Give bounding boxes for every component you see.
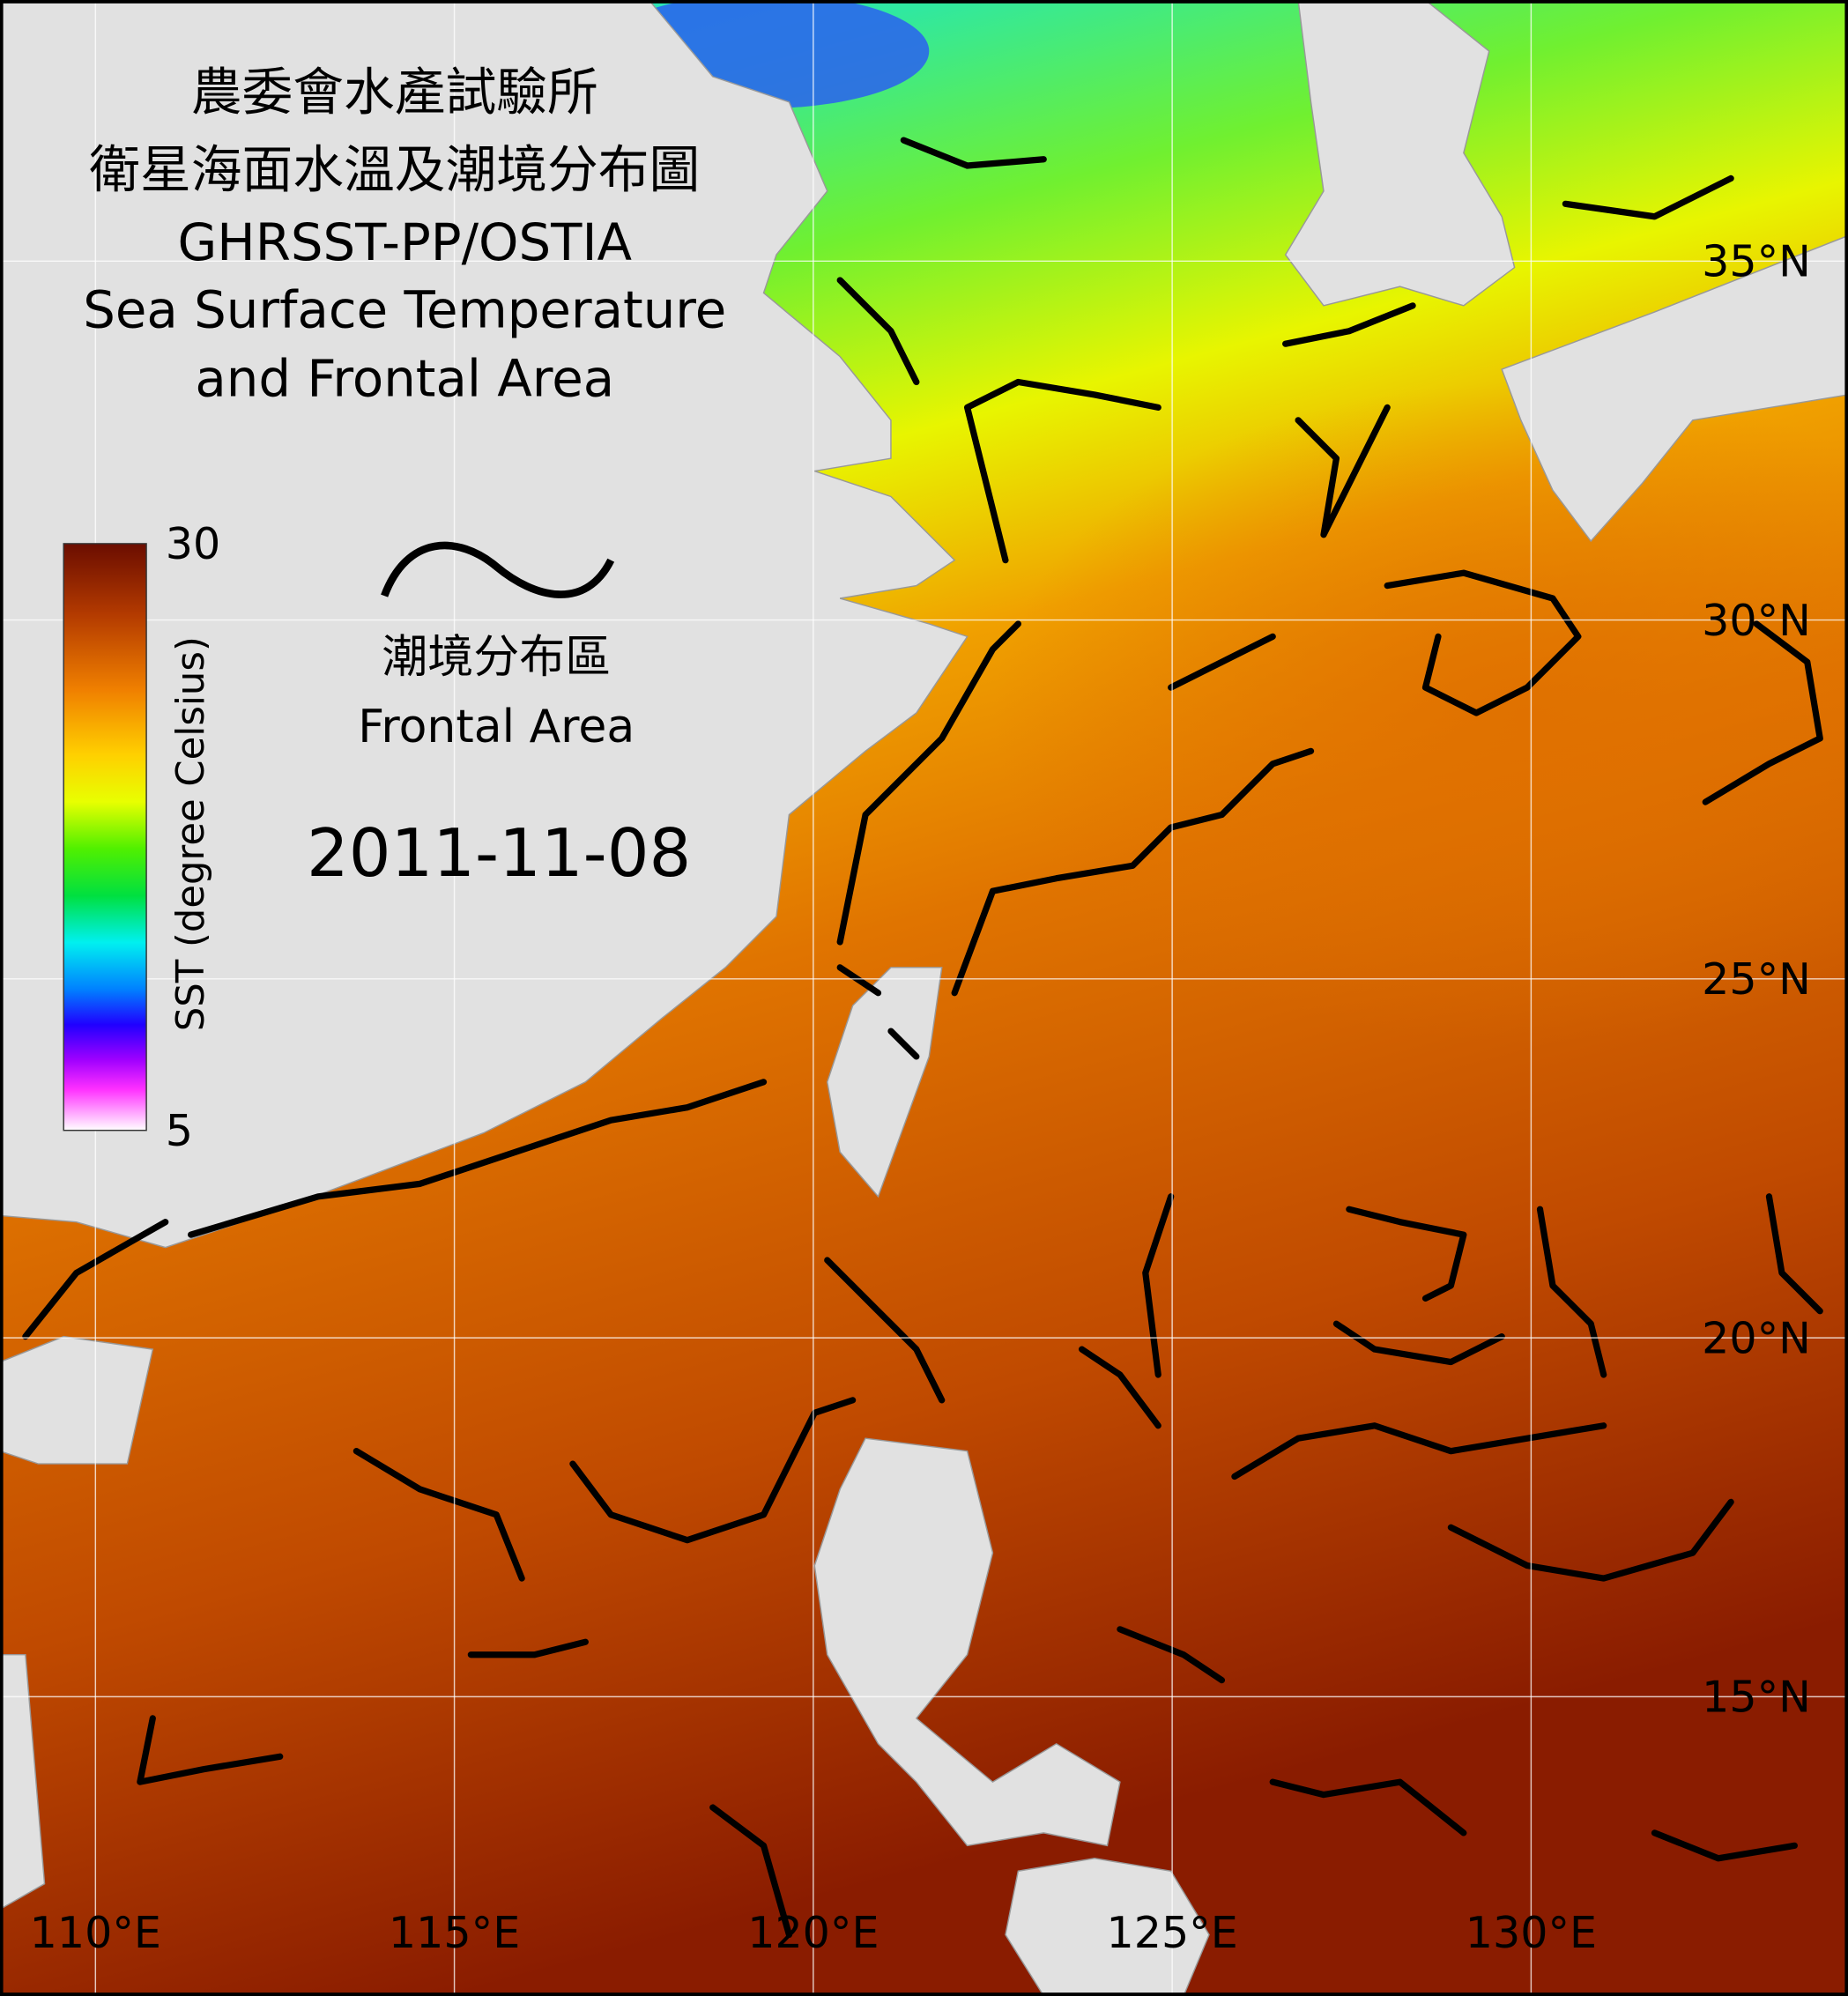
lat-label: 30°N — [1702, 595, 1811, 646]
front — [836, 277, 920, 386]
front — [709, 1804, 793, 1939]
mindanao — [1005, 1858, 1210, 1996]
front — [1536, 1206, 1607, 1378]
front — [467, 1638, 589, 1658]
taiwan — [826, 967, 943, 1198]
warm-region — [992, 382, 1848, 1044]
lat-label: 15°N — [1702, 1672, 1811, 1723]
front — [1447, 1498, 1734, 1582]
title-line: GHRSST-PP/OSTIA — [178, 212, 633, 272]
front — [1332, 1320, 1505, 1366]
title-line: 農委會水產試驗所 — [191, 62, 598, 122]
front — [188, 1079, 768, 1238]
colorbar-tick-label: 30 — [166, 518, 220, 569]
front — [569, 1397, 857, 1544]
front — [900, 137, 1047, 169]
luzon — [813, 1437, 1121, 1847]
lat-label: 20°N — [1702, 1312, 1811, 1363]
front — [963, 378, 1161, 564]
annotations: 農委會水產試驗所 衛星海面水溫及潮境分布圖 GHRSST-PP/OSTIA Se… — [63, 62, 726, 1156]
legend-label: Frontal Area — [358, 701, 635, 753]
front — [951, 747, 1315, 997]
front — [1702, 620, 1823, 805]
date: 2011-11-08 — [307, 814, 691, 892]
front — [887, 1028, 920, 1060]
indochina — [0, 1653, 46, 1911]
front — [1117, 1626, 1226, 1684]
legend-symbol — [381, 541, 615, 598]
legend-label: 潮境分布區 — [382, 631, 611, 684]
front — [1231, 1422, 1607, 1480]
front — [1295, 404, 1391, 538]
front — [836, 620, 1021, 946]
japan — [1501, 234, 1848, 543]
korea — [1284, 0, 1516, 307]
colorbar-label: SST (degree Celsius) — [169, 636, 213, 1031]
front — [1384, 569, 1582, 716]
lat-label: 25°N — [1702, 953, 1811, 1005]
front — [353, 1448, 525, 1582]
lon-label: 115°E — [389, 1907, 520, 1958]
lon-label: 125°E — [1106, 1907, 1237, 1958]
frontal-lines — [22, 137, 1823, 1939]
front — [824, 1257, 946, 1404]
lon-label: 130°E — [1466, 1907, 1597, 1958]
front — [836, 964, 882, 997]
hainan — [0, 1335, 154, 1465]
front — [1269, 1778, 1467, 1836]
colorbar-tick-label: 5 — [166, 1105, 193, 1156]
lon-label: 110°E — [30, 1907, 161, 1958]
front — [1078, 1193, 1175, 1429]
lon-label: 120°E — [747, 1907, 879, 1958]
title-line: 衛星海面水溫及潮境分布圖 — [89, 140, 700, 200]
lat-label: 35°N — [1702, 236, 1811, 287]
title-line: and Frontal Area — [195, 348, 614, 408]
front — [1282, 302, 1416, 347]
china-coast — [0, 0, 969, 1249]
front — [1651, 1829, 1798, 1862]
front — [1562, 174, 1734, 220]
front — [1346, 1206, 1467, 1302]
front — [137, 1715, 284, 1785]
front — [1765, 1193, 1823, 1315]
front — [1168, 633, 1276, 691]
colorbar — [63, 543, 147, 1132]
front — [22, 1219, 169, 1340]
title-line: Sea Surface Temperature — [83, 279, 726, 339]
